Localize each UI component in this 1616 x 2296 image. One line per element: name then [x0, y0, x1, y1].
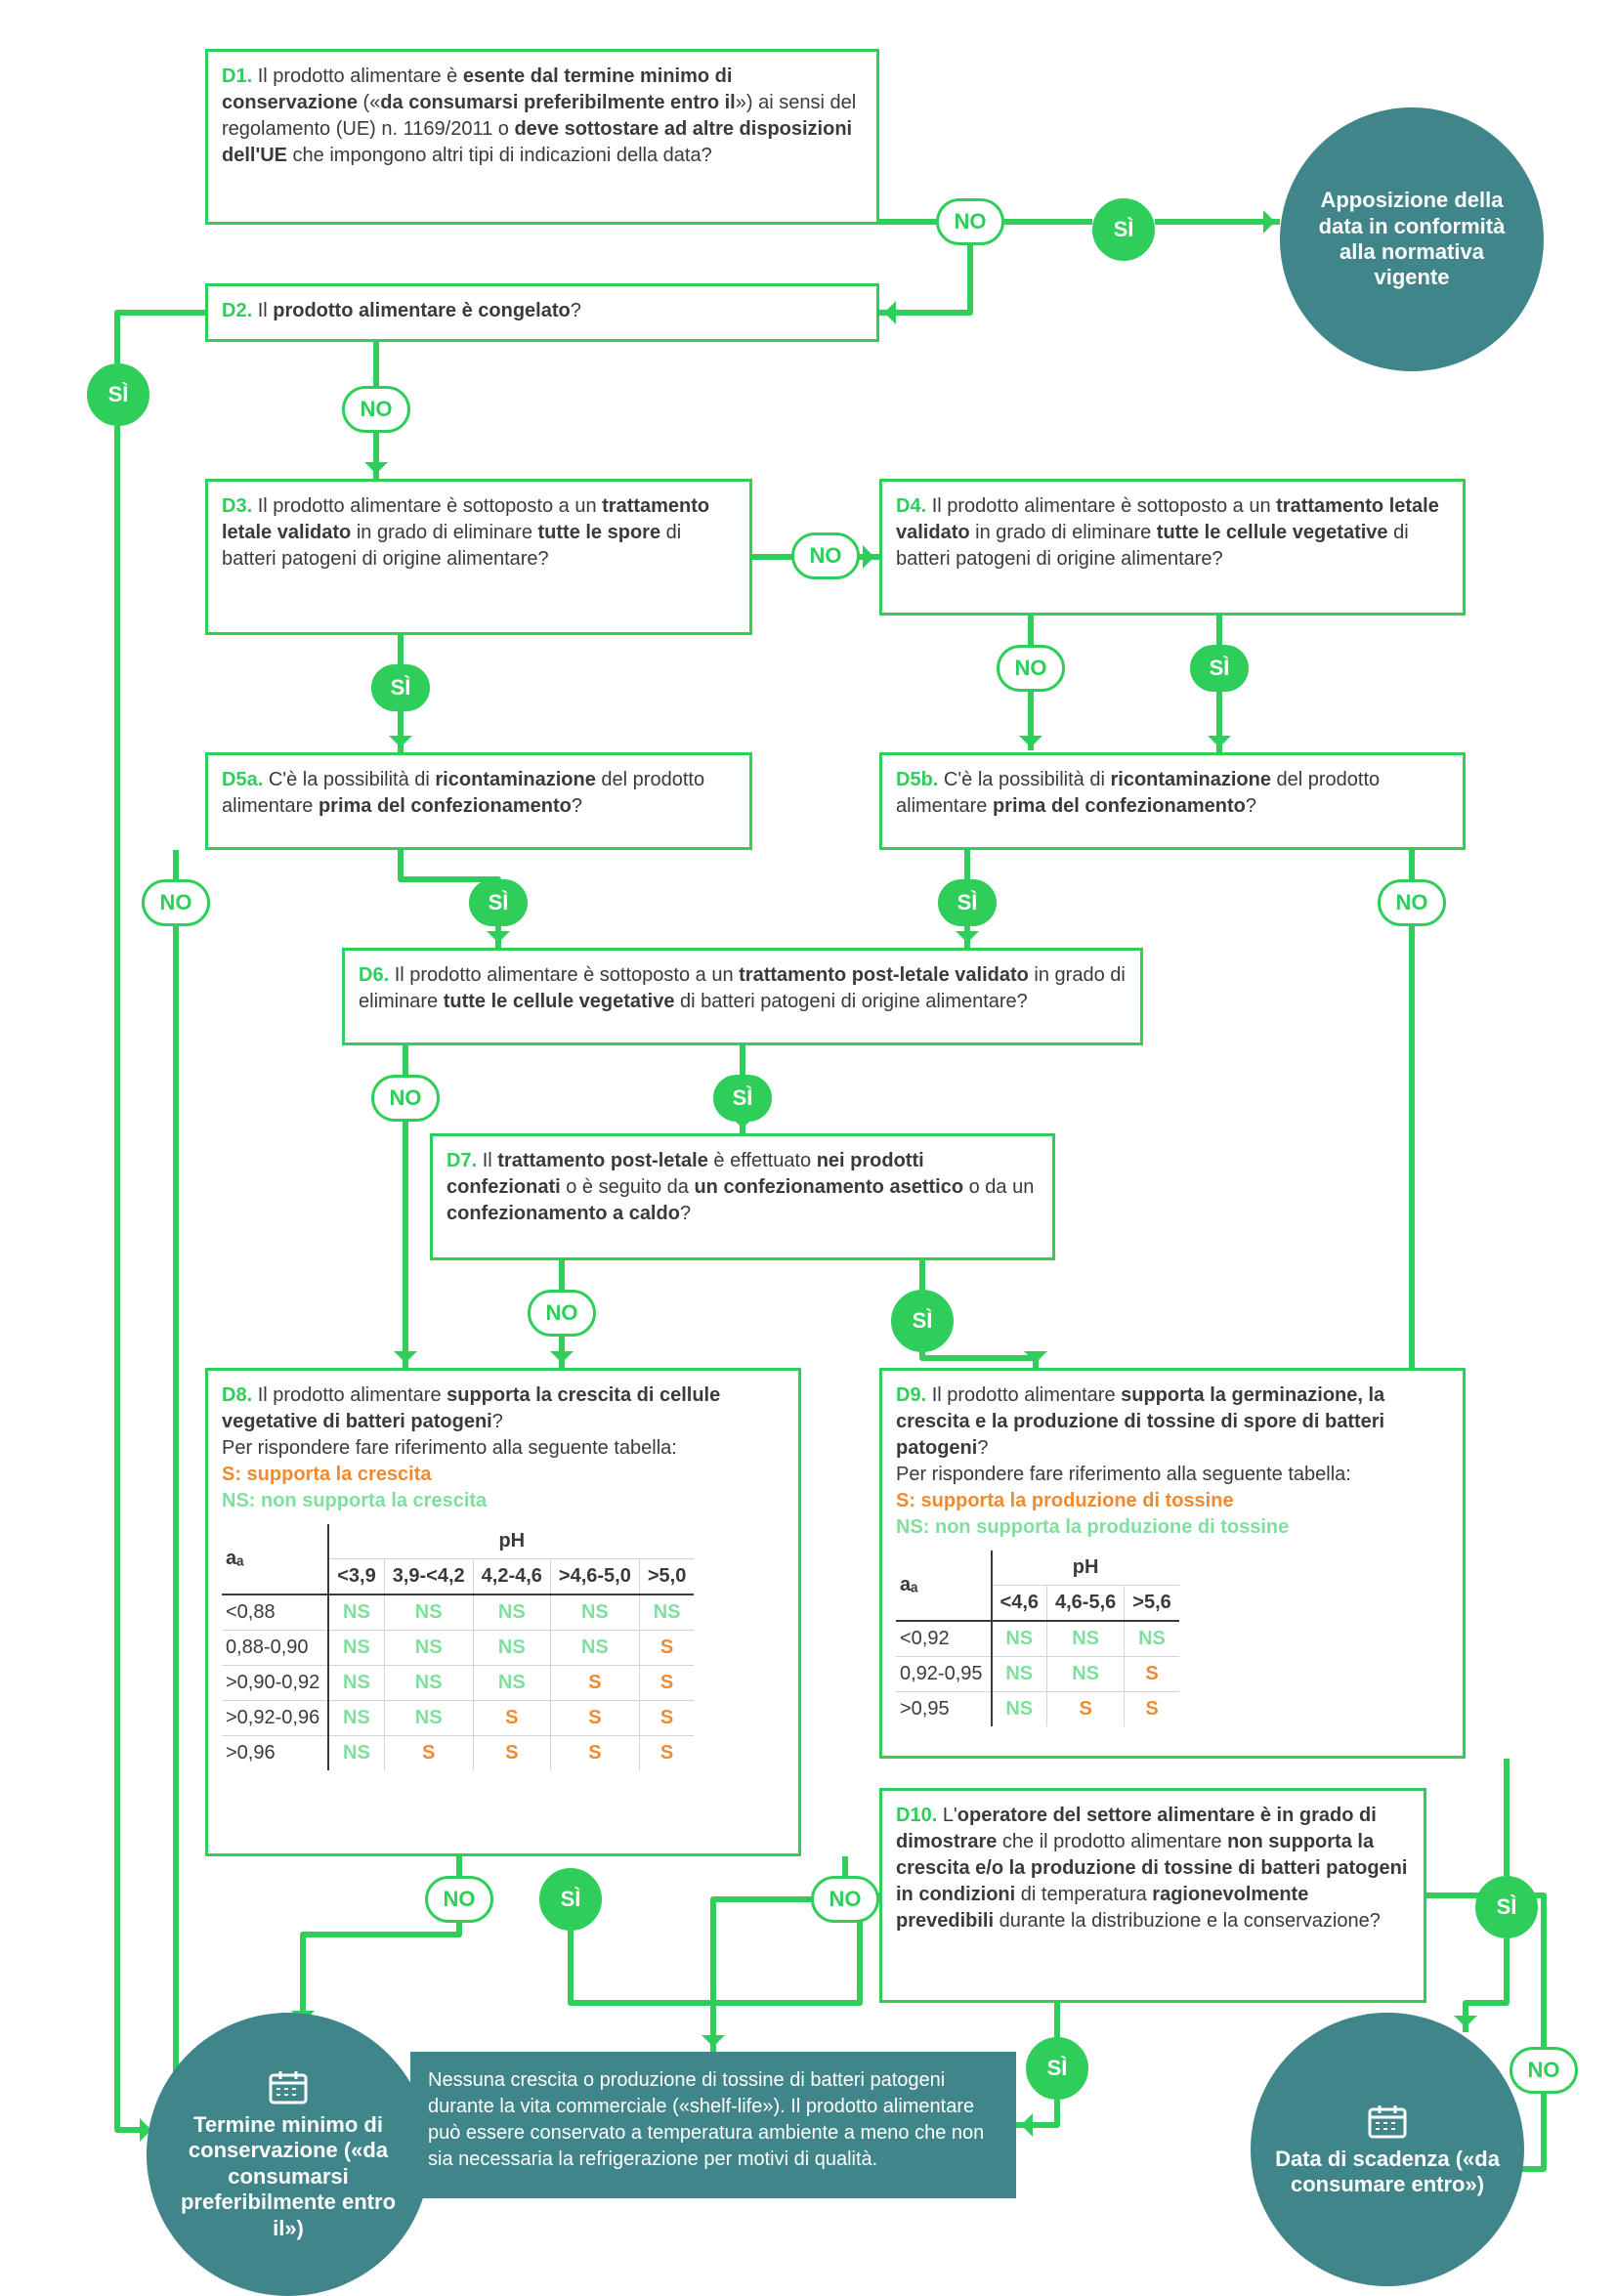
- p-d3-no: NO: [791, 532, 860, 579]
- node-d2-num: D2.: [222, 300, 252, 321]
- node-d1-num: D1.: [222, 65, 252, 87]
- node-d10-num: D10.: [896, 1805, 937, 1826]
- node-d5a-text: C'è la possibilità di ricontaminazione d…: [222, 769, 704, 817]
- table: aₐpH<4,64,6-5,6>5,6<0,92NSNSNS0,92-0,95N…: [896, 1551, 1179, 1726]
- node-d7: D7. Il trattamento post-letale è effettu…: [430, 1133, 1055, 1260]
- node-d4: D4. Il prodotto alimentare è sottoposto …: [879, 479, 1466, 616]
- p-d5a-si: SÌ: [469, 879, 528, 926]
- node-d5b: D5b. C'è la possibilità di ricontaminazi…: [879, 752, 1466, 850]
- calendar-icon: [267, 2067, 310, 2106]
- legend-ns: NS: non supporta la produzione di tossin…: [896, 1516, 1289, 1538]
- legend-s: S: supporta la produzione di tossine: [896, 1490, 1234, 1511]
- node-d9: D9. Il prodotto alimentare supporta la g…: [879, 1368, 1466, 1759]
- node-d8-text: Il prodotto alimentare supporta la cresc…: [222, 1384, 720, 1459]
- node-d9-text: Il prodotto alimentare supporta la germi…: [896, 1384, 1384, 1485]
- node-d1-text: Il prodotto alimentare è esente dal term…: [222, 65, 856, 166]
- info-box: Nessuna crescita o produzione di tossine…: [410, 2052, 1016, 2198]
- p-d4-no: NO: [997, 645, 1065, 692]
- node-d3-text: Il prodotto alimentare è sottoposto a un…: [222, 495, 709, 570]
- node-d1: D1. Il prodotto alimentare è esente dal …: [205, 49, 879, 225]
- p-d5b-no: NO: [1378, 879, 1446, 926]
- node-d6: D6. Il prodotto alimentare è sottoposto …: [342, 948, 1143, 1045]
- node-d5a: D5a. C'è la possibilità di ricontaminazi…: [205, 752, 752, 850]
- terminal-regulation-label: Apposizione della data in conformità all…: [1299, 188, 1524, 291]
- p-d5b-si: SÌ: [938, 879, 997, 926]
- p-d9-si: SÌ: [1475, 1876, 1538, 1938]
- node-d4-text: Il prodotto alimentare è sottoposto a un…: [896, 495, 1439, 570]
- p-d9-no: NO: [811, 1876, 879, 1923]
- p-d1-si: SÌ: [1092, 198, 1155, 261]
- flowchart-canvas: Apposizione della data in conformità all…: [0, 0, 1616, 2285]
- p-d1-no: NO: [936, 198, 1004, 245]
- p-d4-si: SÌ: [1190, 645, 1249, 692]
- legend-s: S: supporta la crescita: [222, 1464, 432, 1485]
- node-d8: D8. Il prodotto alimentare supporta la c…: [205, 1368, 801, 1856]
- calendar-icon: [1366, 2102, 1409, 2141]
- p-d2-si: SÌ: [87, 363, 149, 426]
- node-d5b-text: C'è la possibilità di ricontaminazione d…: [896, 769, 1380, 817]
- node-d10: D10. L'operatore del settore alimentare …: [879, 1788, 1426, 2003]
- node-d10-text: L'operatore del settore alimentare è in …: [896, 1805, 1407, 1932]
- p-d8-si: SÌ: [539, 1868, 602, 1931]
- node-d9-num: D9.: [896, 1384, 926, 1406]
- terminal-regulation: Apposizione della data in conformità all…: [1280, 107, 1544, 371]
- p-d5a-no: NO: [142, 879, 210, 926]
- node-d6-num: D6.: [359, 964, 389, 986]
- node-d2: D2. Il prodotto alimentare è congelato?: [205, 283, 879, 342]
- node-d5a-num: D5a.: [222, 769, 263, 790]
- node-d7-text: Il trattamento post-letale è effettuato …: [447, 1150, 1034, 1224]
- node-d5b-num: D5b.: [896, 769, 938, 790]
- table: aₐpH<3,93,9-<4,24,2-4,6>4,6-5,0>5,0<0,88…: [222, 1524, 694, 1770]
- p-d7-no: NO: [528, 1290, 596, 1337]
- terminal-tmc-label: Termine minimo di conservazione («da con…: [181, 2112, 396, 2240]
- p-d10-si: SÌ: [1026, 2037, 1088, 2100]
- legend-ns: NS: non supporta la crescita: [222, 1490, 487, 1511]
- node-d3: D3. Il prodotto alimentare è sottoposto …: [205, 479, 752, 635]
- p-d10-no: NO: [1510, 2047, 1578, 2094]
- terminal-useby: Data di scadenza («da consumare entro»): [1251, 2013, 1524, 2286]
- info-text: Nessuna crescita o produzione di tossine…: [428, 2069, 984, 2170]
- node-d6-text: Il prodotto alimentare è sottoposto a un…: [359, 964, 1126, 1012]
- p-d2-no: NO: [342, 386, 410, 433]
- node-d8-num: D8.: [222, 1384, 252, 1406]
- terminal-tmc: Termine minimo di conservazione («da con…: [147, 2013, 430, 2296]
- p-d7-si: SÌ: [891, 1290, 954, 1352]
- p-d6-si: SÌ: [713, 1075, 772, 1122]
- p-d6-no: NO: [371, 1075, 440, 1122]
- node-d7-num: D7.: [447, 1150, 477, 1171]
- p-d3-si: SÌ: [371, 664, 430, 711]
- node-d3-num: D3.: [222, 495, 252, 517]
- p-d8-no: NO: [425, 1876, 493, 1923]
- terminal-useby-label: Data di scadenza («da consumare entro»): [1275, 2147, 1500, 2196]
- node-d2-text: Il prodotto alimentare è congelato?: [258, 300, 581, 321]
- node-d4-num: D4.: [896, 495, 926, 517]
